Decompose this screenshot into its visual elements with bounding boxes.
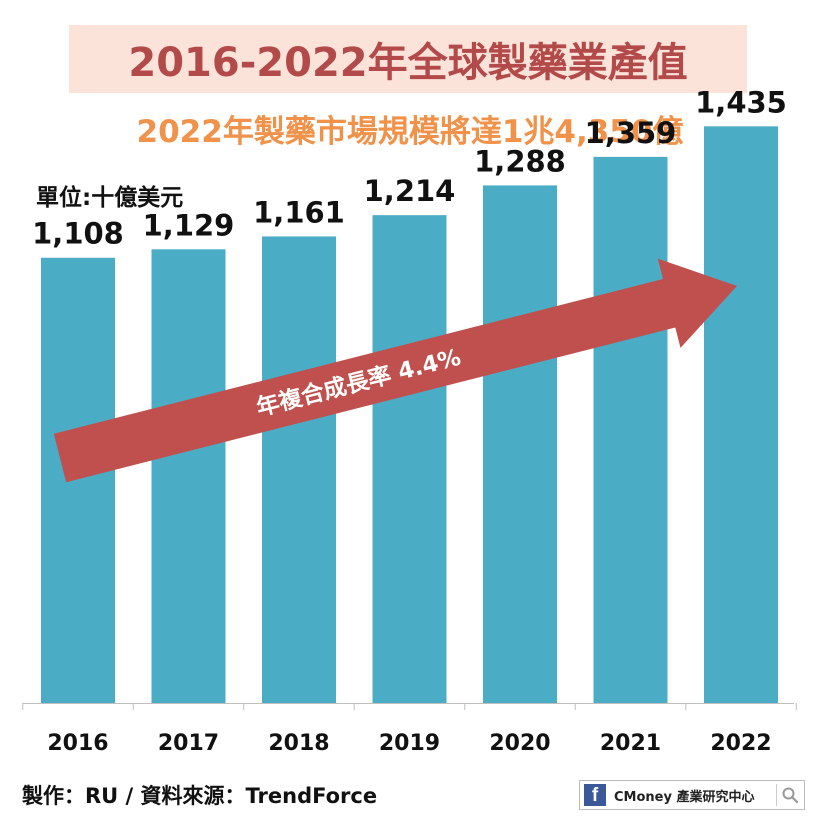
x-tick-label-2017: 2017	[158, 731, 219, 756]
bar-2020	[483, 185, 557, 704]
bar-2016	[41, 257, 115, 703]
bar-2022	[704, 126, 778, 703]
data-label-2020: 1,288	[474, 144, 566, 178]
unit-label: 單位:十億美元	[36, 185, 184, 211]
facebook-icon: f	[584, 784, 606, 806]
x-tick-label-2022: 2022	[710, 731, 771, 756]
data-label-2018: 1,161	[253, 195, 345, 229]
data-label-2022: 1,435	[695, 85, 787, 119]
x-tick-label-2021: 2021	[600, 731, 661, 756]
chart-subtitle: 2022年製藥市場規模將達1兆4,350億	[136, 114, 684, 150]
brand-text: CMoney 產業研究中心	[614, 789, 755, 805]
badge-divider	[776, 784, 777, 806]
source-credit: 製作：RU / 資料來源：TrendForce	[22, 784, 378, 808]
data-label-2021: 1,359	[585, 116, 677, 150]
title-banner: 2016-2022年全球製藥業產值	[69, 25, 747, 93]
x-tick-label-2018: 2018	[268, 731, 329, 756]
x-tick-label-2019: 2019	[379, 731, 440, 756]
bar-2019	[372, 215, 447, 703]
chart-title: 2016-2022年全球製藥業產值	[128, 40, 688, 86]
data-label-2019: 1,214	[364, 174, 456, 208]
bar-2021	[593, 156, 668, 704]
data-label-2017: 1,129	[143, 208, 235, 242]
cmoney-badge[interactable]: f CMoney 產業研究中心	[579, 780, 805, 810]
bar-chart: 年複合成長率 4.4% 1,108 1,129 1,1611,2141,2881,3…	[22, 85, 797, 756]
data-label-2016: 1,108	[32, 217, 124, 251]
bars-layer	[41, 126, 778, 704]
bar-2017	[151, 249, 226, 703]
x-tick-label-2016: 2016	[47, 731, 108, 756]
search-icon[interactable]	[781, 786, 799, 804]
x-tick-label-2020: 2020	[489, 731, 550, 756]
bar-2018	[262, 236, 336, 703]
growth-arrow-shape	[53, 258, 737, 483]
x-axis: 2016 2017 2018 2019 2020 2021 2022	[22, 703, 797, 756]
value-labels-layer: 1,108 1,129 1,161 1,214 1,288 1,359 1,435	[32, 85, 787, 250]
